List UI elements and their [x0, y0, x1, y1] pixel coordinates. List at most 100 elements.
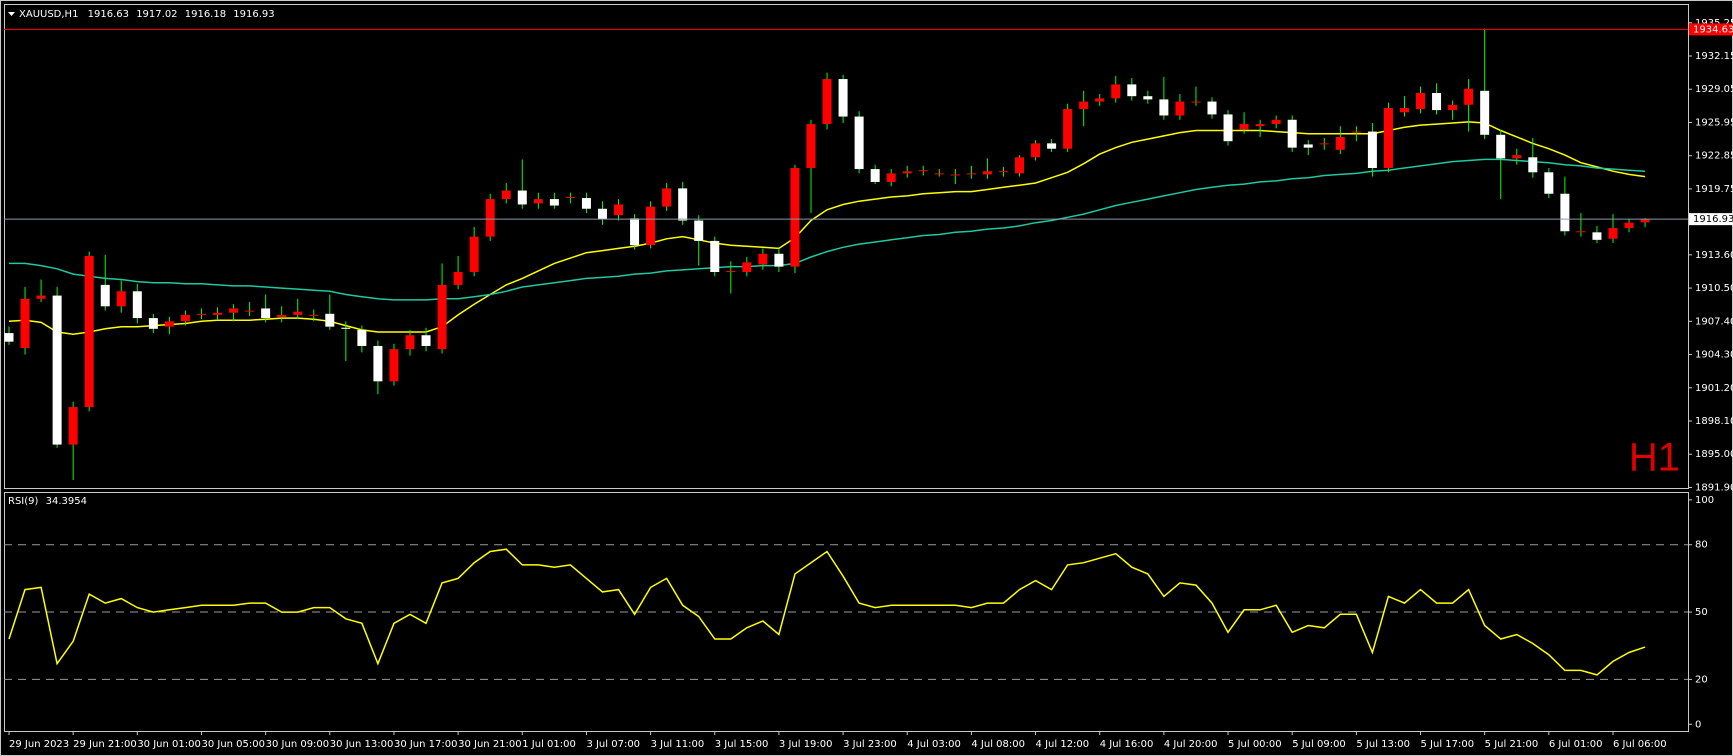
candle-body [1480, 90, 1490, 135]
candle-body [1255, 124, 1265, 127]
x-tick-label: 30 Jun 21:00 [458, 739, 522, 750]
candle-body [1063, 109, 1073, 149]
candle-body [1127, 84, 1137, 97]
x-tick-label: 4 Jul 16:00 [1100, 739, 1154, 750]
candle-body [886, 173, 896, 182]
candle-body [774, 253, 784, 267]
candle-body [710, 240, 720, 272]
candle-body [870, 169, 880, 182]
close-price: 1916.93 [233, 9, 274, 20]
candle-body [646, 206, 656, 246]
x-tick-label: 5 Jul 13:00 [1356, 739, 1410, 750]
x-tick-label: 30 Jun 09:00 [266, 739, 330, 750]
y-tick-label: 1919.75 [1695, 184, 1733, 195]
y-tick-label: 1935.25 [1695, 18, 1733, 29]
candle-body [389, 349, 399, 382]
candle-body [982, 171, 992, 175]
candle-body [437, 284, 447, 350]
candle-body [453, 271, 463, 285]
candle-body [1464, 88, 1474, 105]
candle-body [581, 198, 591, 209]
x-tick-label: 30 Jun 01:00 [137, 739, 201, 750]
candle-body [758, 253, 768, 265]
candle-body [1416, 92, 1426, 110]
x-tick-label: 4 Jul 12:00 [1036, 739, 1090, 750]
candle-body [1432, 92, 1442, 111]
candle-body [630, 218, 640, 246]
symbol: XAUUSD,H1 [19, 9, 78, 20]
candle-body [822, 79, 832, 125]
candle-body [838, 79, 848, 117]
open-price: 1916.63 [88, 9, 129, 20]
candle-body [662, 188, 672, 207]
candle-body [902, 171, 912, 174]
menu-arrow[interactable] [8, 12, 15, 16]
candle-body [421, 335, 431, 346]
candle-body [597, 208, 607, 220]
current-price-tag [1689, 213, 1733, 226]
price-panel [4, 4, 1689, 489]
x-tick-label: 30 Jun 05:00 [201, 739, 265, 750]
candle-body [1367, 131, 1377, 169]
candle-body [934, 173, 944, 175]
x-tick-label: 5 Jul 21:00 [1485, 739, 1539, 750]
candle-body [52, 295, 62, 445]
x-tick-label: 30 Jun 13:00 [330, 739, 394, 750]
x-tick-label: 29 Jun 2023 [9, 739, 69, 750]
y-tick-label: 1901.20 [1695, 383, 1733, 394]
candle-body [4, 333, 14, 342]
y-tick-label: 1925.95 [1695, 117, 1733, 128]
rsi-tick-label: 80 [1695, 540, 1708, 551]
rsi-label: RSI(9) [8, 496, 39, 507]
candle-body [1544, 172, 1554, 194]
candle-body [1303, 144, 1313, 148]
y-tick-label: 1891.90 [1695, 482, 1733, 493]
candle-body [20, 298, 30, 349]
candle-body [84, 255, 94, 408]
candle-body [100, 284, 110, 307]
candle-body [1496, 134, 1506, 159]
candle-body [790, 168, 800, 267]
candle-body [36, 295, 46, 299]
y-tick-label: 1922.85 [1695, 151, 1733, 162]
candle-body [68, 407, 78, 445]
candle-body [694, 220, 704, 241]
candle-body [1383, 107, 1393, 169]
candle-body [373, 345, 383, 382]
candle-body [1448, 104, 1458, 111]
candle-body [132, 291, 142, 319]
candle-body [1095, 98, 1105, 102]
candle-body [918, 170, 928, 172]
candle-body [277, 314, 287, 318]
y-tick-label: 1907.40 [1695, 316, 1733, 327]
candle-body [1528, 157, 1538, 173]
alert-tag [1689, 23, 1733, 36]
chart-header: XAUUSD,H1 1916.63 1917.02 1916.18 1916.9… [19, 9, 275, 20]
candle-body [164, 321, 174, 327]
candle-body [1031, 143, 1041, 158]
y-tick-label: 1904.30 [1695, 350, 1733, 361]
candle-body [1175, 101, 1185, 116]
candle-body [614, 204, 624, 216]
candle-body [742, 262, 752, 272]
x-tick-label: 3 Jul 23:00 [843, 739, 897, 750]
candle-body [549, 199, 559, 206]
timeframe-badge: H1 [1629, 436, 1680, 480]
rsi-header: RSI(9) 34.3954 [8, 496, 87, 507]
candle-body [950, 174, 960, 176]
candle-body [806, 124, 816, 169]
candle-body [1143, 96, 1153, 100]
candle-body [565, 196, 575, 199]
rsi-tick-label: 100 [1695, 495, 1714, 506]
candle-body [1111, 84, 1121, 99]
candle-body [116, 291, 126, 307]
candle-body [1512, 155, 1522, 159]
candle-body [726, 270, 736, 272]
rsi-tick-label: 20 [1695, 674, 1708, 685]
x-tick-label: 5 Jul 17:00 [1421, 739, 1475, 750]
candle-body [469, 236, 479, 272]
y-tick-label: 1895.00 [1695, 449, 1733, 460]
candle-body [1319, 143, 1329, 145]
